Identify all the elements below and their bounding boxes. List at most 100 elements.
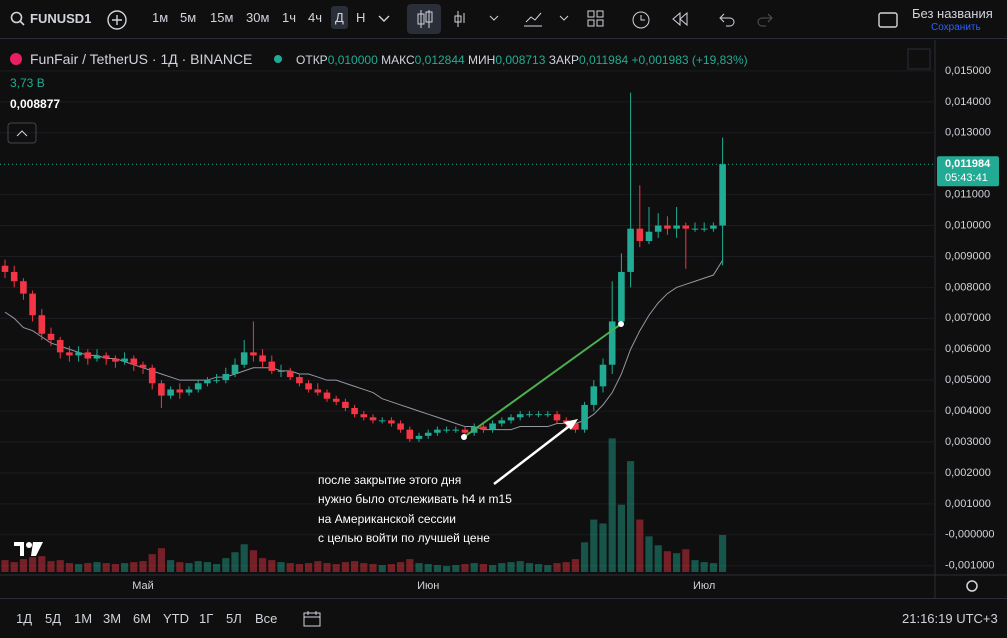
y-tick-label: 0,007000 [945,312,991,324]
candle-body [654,225,662,232]
clock: 21:16:19 UTC+3 [902,611,998,626]
volume-bar [351,561,359,572]
layout-menu-icon[interactable] [878,11,898,29]
settings-icon[interactable] [966,580,978,592]
annotation[interactable]: после закрытие этого дня [318,473,461,487]
candle-body [213,380,220,382]
value: 0,012844 [414,53,465,67]
candle-body [636,228,644,242]
range-button[interactable]: 5Л [226,611,242,626]
interval[interactable]: Н [356,10,366,25]
candle-body [673,225,680,229]
volume-bar [121,563,129,572]
candle-body [259,355,266,362]
search-icon[interactable] [10,11,26,27]
candle-body [480,426,487,430]
volume-bar [360,563,368,572]
volume-bar [489,565,497,572]
y-tick-label: 0,015000 [945,65,991,77]
candle-body [397,423,404,430]
indicators-icon[interactable] [452,8,502,30]
volume-bar [470,563,478,572]
volume-bar [424,564,432,572]
label: ОТКР [296,53,328,67]
range-button[interactable]: Все [255,611,278,626]
candle-body [332,398,340,402]
candle-body [452,429,460,431]
range-button[interactable]: 3М [103,611,122,626]
volume-bar [636,519,644,572]
trend-line[interactable] [463,323,622,438]
candle-body [461,429,469,433]
volume-bar [286,563,294,572]
interval[interactable]: Д [331,6,348,29]
candle-body [277,370,285,372]
volume-bar [654,545,662,572]
arrow[interactable] [493,423,573,485]
range-button[interactable]: 1Г [199,611,214,626]
alert-icon[interactable] [630,8,652,30]
panel-button[interactable] [907,48,931,70]
y-tick-label: 0,003000 [945,436,991,448]
range-button[interactable]: 6М [133,611,152,626]
volume-bar [387,564,395,572]
annotation[interactable]: с целью войти по лучшей цене [318,531,490,545]
save-status[interactable]: Сохранить [931,22,981,33]
volume-bar [663,551,671,572]
trend-point[interactable] [461,434,467,440]
layout-name[interactable]: Без названия [912,6,993,21]
symbol[interactable]: FUNUSD1 [30,11,92,26]
candle-body [544,414,552,416]
candle-body [443,429,450,431]
interval[interactable]: 30м [246,10,270,25]
candle-body [56,339,64,353]
interval[interactable]: 5м [180,10,197,25]
volume-bar [111,564,119,572]
volume-bar [571,559,579,572]
interval[interactable]: 1м [152,10,169,25]
candle-body [148,367,156,384]
volume-bar [682,549,690,572]
volume-bar [314,561,322,572]
candle-body [599,364,607,387]
replay-icon[interactable] [670,10,690,28]
add-symbol[interactable] [106,9,128,31]
x-tick-label: Июн [417,580,439,592]
value: 0,008713 [495,53,546,67]
volume-bar [249,550,257,572]
candle-body [47,333,55,340]
volume-bar [84,563,92,572]
candle-body [158,383,165,396]
candle-body [498,420,506,424]
candle-body [29,293,36,316]
volume-bar [590,519,598,572]
annotation[interactable]: нужно было отслеживать h4 и m15 [318,492,512,506]
dropdown[interactable] [378,14,390,24]
interval[interactable]: 15м [210,10,234,25]
interval[interactable]: 1ч [282,10,297,25]
candle-body [314,389,322,393]
collapse-button[interactable] [7,122,37,144]
redo-icon[interactable] [755,10,775,28]
volume-bar [709,563,717,572]
range-button[interactable]: YTD [163,611,189,626]
range-button[interactable]: 1М [74,611,93,626]
volume-bar [130,562,138,572]
status-dot [274,55,283,63]
layout-icon[interactable] [586,9,606,29]
interval[interactable]: 4ч [308,10,323,25]
compare-icon[interactable] [522,8,582,30]
volume-bar [461,564,469,572]
candle-body [608,321,616,365]
range-button[interactable]: 5Д [45,611,62,626]
date-range-icon[interactable] [302,609,322,629]
annotation[interactable]: на Американской сессии [318,512,456,526]
volume-bar [277,562,285,572]
y-tick-label: 0,001000 [945,498,991,510]
trend-point[interactable] [618,321,624,327]
volume-bar [47,561,55,572]
chart: 0,015000 0,014000 0,013000 0,011000 0,010000… [0,40,1007,598]
undo-icon[interactable] [717,10,737,28]
range-button[interactable]: 1Д [16,611,33,626]
volume-bar [295,564,303,572]
